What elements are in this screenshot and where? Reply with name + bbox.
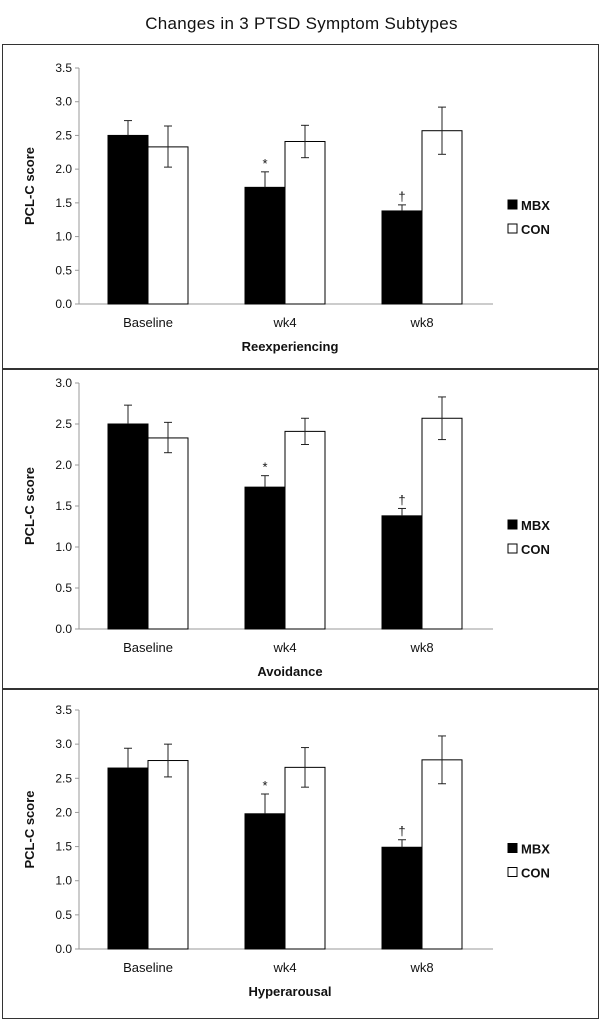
bar-chart-1: 0.0 0.5 1.0 1.5 2.0 2.5 3.0 PCL-C score Baseline… [22, 376, 550, 679]
legend-swatch-mbx [507, 199, 518, 210]
bar-con-wk4 [284, 766, 326, 950]
legend-label-con: CON [521, 222, 550, 237]
legend-swatch-con [507, 867, 518, 877]
y-tick-label: 2.5 [55, 128, 72, 142]
legend-label-mbx: MBX [521, 518, 550, 533]
bar-mbx-wk4 [244, 186, 286, 305]
x-axis-label: Reexperiencing [242, 339, 339, 354]
significance-marker: † [398, 492, 405, 507]
legend-label-mbx: MBX [521, 198, 550, 213]
y-tick-label: 1.5 [55, 196, 72, 210]
bar-mbx-wk8 [381, 515, 423, 630]
y-axis-label: PCL-C score [22, 147, 37, 225]
legend-swatch-con [507, 223, 518, 234]
y-tick-label: 0.0 [55, 297, 72, 311]
y-axis-label: PCL-C score [22, 790, 37, 868]
significance-marker: * [262, 460, 267, 475]
y-tick-label: 2.0 [55, 805, 72, 819]
y-tick-label: 3.0 [55, 376, 72, 390]
x-axis-label: Avoidance [257, 664, 322, 679]
x-tick-label: Baseline [123, 315, 173, 330]
bar-chart-2: 0.0 0.5 1.0 1.5 2.0 2.5 3.0 3.5 PCL-C score Basel… [22, 703, 550, 999]
x-tick-label: wk4 [272, 640, 296, 655]
significance-marker: * [262, 778, 267, 793]
x-tick-label: wk8 [409, 960, 433, 975]
legend-label-con: CON [521, 542, 550, 557]
bar-con-wk4 [284, 140, 326, 305]
y-tick-label: 1.5 [55, 499, 72, 513]
y-tick-label: 0.0 [55, 622, 72, 636]
panel-hyperarousal: 0.0 0.5 1.0 1.5 2.0 2.5 3.0 3.5 PCL-C score Basel… [2, 689, 599, 1019]
bar-mbx-baseline [107, 423, 149, 630]
bar-mbx-wk4 [244, 486, 286, 630]
y-tick-label: 0.5 [55, 908, 72, 922]
bar-chart-0: 0.0 0.5 1.0 1.5 2.0 2.5 3.0 3.5 PCL-C score Basel… [22, 61, 550, 354]
significance-marker: † [398, 189, 405, 204]
bar-con-wk8 [421, 417, 463, 630]
y-tick-label: 2.5 [55, 771, 72, 785]
y-tick-label: 3.0 [55, 737, 72, 751]
y-tick-label: 2.0 [55, 458, 72, 472]
bar-mbx-wk4 [244, 813, 286, 950]
significance-marker: * [262, 156, 267, 171]
bar-mbx-baseline [107, 134, 149, 305]
bar-con-baseline [147, 146, 189, 305]
legend-swatch-mbx [507, 843, 518, 853]
y-tick-label: 3.5 [55, 703, 72, 717]
y-tick-label: 2.5 [55, 417, 72, 431]
bar-con-wk4 [284, 430, 326, 630]
bar-mbx-wk8 [381, 210, 423, 305]
y-tick-label: 2.0 [55, 162, 72, 176]
y-tick-label: 3.5 [55, 61, 72, 75]
y-tick-label: 0.0 [55, 942, 72, 956]
y-tick-label: 1.0 [55, 540, 72, 554]
x-tick-label: wk4 [272, 315, 296, 330]
y-tick-label: 3.0 [55, 95, 72, 109]
x-tick-label: wk4 [272, 960, 296, 975]
x-tick-label: wk8 [409, 315, 433, 330]
bar-con-baseline [147, 437, 189, 630]
x-tick-label: wk8 [409, 640, 433, 655]
legend-label-mbx: MBX [521, 842, 550, 857]
figure-title: Changes in 3 PTSD Symptom Subtypes [145, 14, 458, 33]
y-tick-label: 0.5 [55, 263, 72, 277]
bar-mbx-baseline [107, 767, 149, 950]
bar-con-baseline [147, 760, 189, 950]
x-tick-label: Baseline [123, 640, 173, 655]
panel-avoidance: 0.0 0.5 1.0 1.5 2.0 2.5 3.0 PCL-C score Baseline… [2, 369, 599, 689]
y-tick-label: 1.0 [55, 230, 72, 244]
legend-swatch-mbx [507, 519, 518, 530]
bar-con-wk8 [421, 759, 463, 950]
legend-label-con: CON [521, 866, 550, 881]
y-axis-label: PCL-C score [22, 467, 37, 545]
bar-mbx-wk8 [381, 846, 423, 950]
bar-con-wk8 [421, 130, 463, 305]
y-tick-label: 1.0 [55, 874, 72, 888]
significance-marker: † [398, 824, 405, 839]
x-axis-label: Hyperarousal [248, 984, 331, 999]
legend-swatch-con [507, 543, 518, 554]
panel-reexperiencing: 0.0 0.5 1.0 1.5 2.0 2.5 3.0 3.5 PCL-C score Basel… [2, 44, 599, 369]
y-tick-label: 1.5 [55, 840, 72, 854]
y-tick-label: 0.5 [55, 581, 72, 595]
x-tick-label: Baseline [123, 960, 173, 975]
